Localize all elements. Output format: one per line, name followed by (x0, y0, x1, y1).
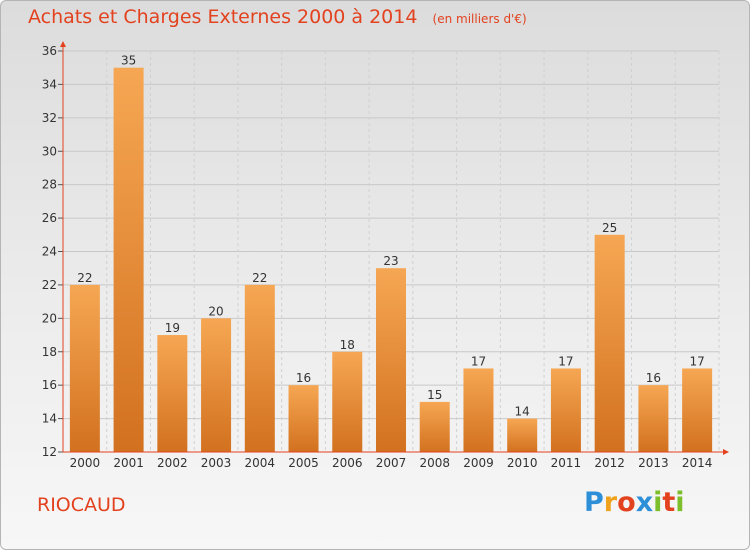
x-tick-label: 2009 (463, 456, 494, 470)
axes: 12 14 16 18 20 22 24 26 28 30 32 34 36 2000 2001 2002 20… (42, 41, 729, 470)
logo-letter: P (584, 487, 604, 518)
y-tick-label: 14 (42, 412, 57, 426)
x-tick-label: 2013 (638, 456, 669, 470)
bar (288, 385, 319, 452)
bar (638, 385, 669, 452)
bar (376, 268, 406, 452)
data-label: 15 (427, 388, 442, 402)
y-tick-label: 20 (42, 311, 57, 325)
data-label: 22 (77, 271, 92, 285)
x-tick-label: 2001 (113, 456, 144, 470)
data-label: 18 (340, 338, 355, 352)
bar (419, 401, 450, 452)
logo-letter: i (653, 487, 663, 518)
bar (550, 368, 581, 452)
proxiti-logo[interactable]: Proxiti (584, 487, 685, 518)
data-label: 19 (165, 321, 180, 335)
bar (682, 368, 713, 452)
bar (157, 335, 188, 452)
commune-name: RIOCAUD (37, 494, 126, 516)
data-label: 23 (383, 254, 398, 268)
logo-letter: r (603, 487, 618, 518)
x-tick-label: 2008 (419, 456, 450, 470)
y-tick-label: 34 (42, 77, 57, 91)
y-tick-label: 36 (42, 44, 57, 58)
data-label: 17 (558, 354, 573, 368)
bar (594, 234, 625, 452)
y-tick-label: 12 (42, 445, 57, 459)
x-tick-label: 2004 (245, 456, 276, 470)
bar (244, 284, 275, 452)
bar (201, 318, 232, 452)
y-tick-label: 24 (42, 245, 57, 259)
y-tick-label: 22 (42, 278, 57, 292)
data-label: 16 (296, 371, 311, 385)
data-labels: 22 35 19 20 22 16 18 23 15 17 14 17 25 16 17 (77, 54, 705, 419)
x-tick-label: 2002 (157, 456, 188, 470)
x-axis-arrow (723, 449, 729, 455)
bar (463, 368, 494, 452)
data-label: 35 (121, 54, 136, 68)
y-tick-label: 18 (42, 345, 57, 359)
chart-unit-note: (en milliers d'€) (432, 12, 527, 26)
x-tick-label: 2000 (70, 456, 101, 470)
y-tick-label: 28 (42, 178, 57, 192)
x-tick-label: 2011 (551, 456, 582, 470)
bar (332, 351, 363, 452)
y-tick-label: 30 (42, 144, 57, 158)
data-label: 16 (646, 371, 661, 385)
data-label: 25 (602, 221, 617, 235)
bar (113, 67, 144, 452)
bar (507, 418, 538, 452)
logo-letter: x (635, 487, 654, 518)
x-tick-label: 2014 (682, 456, 713, 470)
y-axis-arrow (60, 41, 66, 47)
data-label: 20 (208, 304, 223, 318)
data-label: 14 (515, 405, 530, 419)
y-tick-label: 26 (42, 211, 57, 225)
chart-title-text: Achats et Charges Externes 2000 à 2014 (28, 6, 418, 28)
logo-letter: i (675, 487, 685, 518)
x-tick-label: 2006 (332, 456, 363, 470)
x-tick-label: 2012 (594, 456, 625, 470)
x-tick-label: 2010 (507, 456, 538, 470)
x-tick-label: 2005 (288, 456, 319, 470)
logo-letter: t (662, 487, 676, 518)
data-label: 22 (252, 271, 267, 285)
bar (69, 284, 100, 452)
x-tick-label: 2003 (201, 456, 232, 470)
x-tick-label: 2007 (376, 456, 407, 470)
data-label: 17 (689, 354, 704, 368)
chart-title: Achats et Charges Externes 2000 à 2014 (… (28, 6, 527, 28)
y-tick-label: 32 (42, 111, 57, 125)
logo-letter: o (617, 487, 636, 518)
y-tick-label: 16 (42, 378, 57, 392)
data-label: 17 (471, 354, 486, 368)
bars (69, 67, 713, 452)
